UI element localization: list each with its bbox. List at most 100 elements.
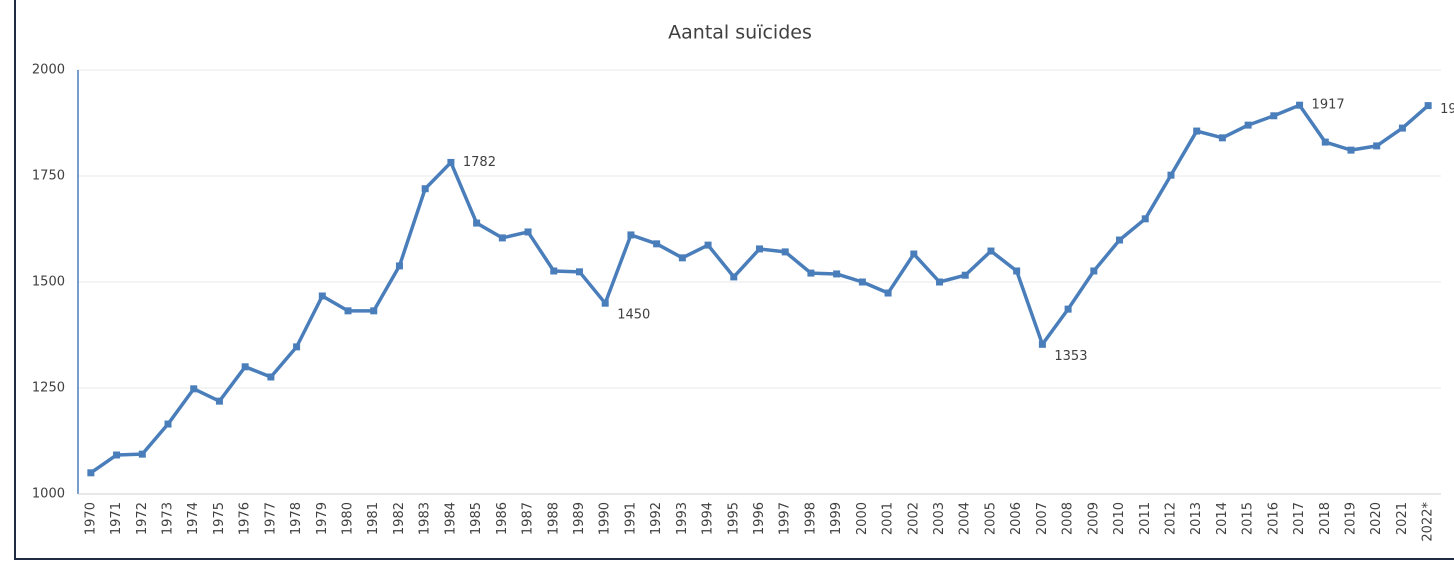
x-tick-label: 1985 xyxy=(469,502,484,535)
data-label: 1917 xyxy=(1312,98,1345,113)
y-tick-label: 1250 xyxy=(32,381,65,396)
marker xyxy=(215,397,223,405)
x-tick-label: 2015 xyxy=(1241,502,1256,535)
marker xyxy=(884,289,892,297)
x-tick-label: 2010 xyxy=(1112,502,1127,535)
marker xyxy=(1167,171,1175,179)
x-tick-label: 1998 xyxy=(803,502,818,535)
x-tick-label: 1972 xyxy=(135,502,150,535)
marker xyxy=(138,450,146,458)
x-tick-label: 1979 xyxy=(315,502,330,535)
marker xyxy=(936,278,944,286)
y-tick-label: 1000 xyxy=(32,487,65,502)
x-tick-label: 1973 xyxy=(161,502,176,535)
marker xyxy=(1193,127,1201,135)
marker xyxy=(910,250,918,258)
marker xyxy=(318,292,326,300)
marker xyxy=(1296,101,1304,109)
marker xyxy=(1141,215,1149,223)
marker xyxy=(87,469,95,477)
x-tick-label: 2017 xyxy=(1292,502,1307,535)
marker xyxy=(267,373,275,381)
marker xyxy=(370,307,378,315)
marker xyxy=(1373,142,1381,150)
marker xyxy=(781,248,789,256)
marker xyxy=(1116,236,1124,244)
marker xyxy=(1424,102,1432,110)
x-tick-label: 2005 xyxy=(983,502,998,535)
marker xyxy=(1321,138,1329,146)
marker xyxy=(807,269,815,277)
x-tick-label: 1977 xyxy=(263,502,278,535)
x-tick-label: 1970 xyxy=(83,502,98,535)
x-tick-label: 2004 xyxy=(958,502,973,535)
x-tick-label: 1989 xyxy=(572,502,587,535)
marker xyxy=(575,268,583,276)
x-tick-label: 1980 xyxy=(341,502,356,535)
x-tick-label: 1987 xyxy=(521,502,536,535)
x-tick-label: 1971 xyxy=(109,502,124,535)
x-tick-label: 1992 xyxy=(649,502,664,535)
data-label: 1353 xyxy=(1054,349,1087,364)
x-tick-label: 2000 xyxy=(855,502,870,535)
x-tick-label: 2019 xyxy=(1343,502,1358,535)
marker xyxy=(833,270,841,278)
x-tick-label: 1982 xyxy=(392,502,407,535)
marker xyxy=(858,278,866,286)
x-tick-label: 1978 xyxy=(289,502,304,535)
x-tick-label: 1986 xyxy=(495,502,510,535)
marker xyxy=(447,158,455,166)
x-tick-label: 2020 xyxy=(1369,502,1384,535)
marker xyxy=(113,451,121,459)
marker xyxy=(421,185,429,193)
marker xyxy=(756,245,763,253)
marker xyxy=(653,240,661,248)
x-tick-label: 2012 xyxy=(1163,502,1178,535)
data-label: 1782 xyxy=(463,155,496,170)
marker xyxy=(987,247,995,255)
x-tick-label: 1984 xyxy=(443,502,458,535)
x-tick-label: 2009 xyxy=(1086,502,1101,535)
x-tick-label: 1975 xyxy=(212,502,227,535)
marker xyxy=(1013,267,1021,275)
marker xyxy=(164,420,172,428)
x-tick-label: 2007 xyxy=(1035,502,1050,535)
x-tick-label: 2002 xyxy=(906,502,921,535)
x-tick-label: 2016 xyxy=(1266,502,1281,535)
x-tick-label: 1991 xyxy=(623,502,638,535)
marker xyxy=(1038,340,1046,348)
marker xyxy=(1244,121,1252,129)
marker xyxy=(678,254,686,262)
x-tick-label: 1976 xyxy=(238,502,253,535)
marker xyxy=(1218,134,1226,142)
marker xyxy=(1347,146,1355,154)
chart-title: Aantal suïcides xyxy=(668,22,812,44)
x-tick-label: 2014 xyxy=(1215,502,1230,535)
x-tick-label: 1996 xyxy=(752,502,767,535)
marker xyxy=(473,219,481,227)
x-tick-label: 1993 xyxy=(675,502,690,535)
x-tick-label: 1983 xyxy=(418,502,433,535)
marker xyxy=(190,385,198,393)
x-tick-label: 2013 xyxy=(1189,502,1204,535)
marker xyxy=(704,241,712,249)
x-tick-label: 2011 xyxy=(1138,502,1153,535)
x-tick-label: 1974 xyxy=(186,502,201,535)
x-tick-label: 2001 xyxy=(881,502,896,535)
x-tick-label: 2018 xyxy=(1318,502,1333,535)
x-tick-label: 1988 xyxy=(546,502,561,535)
x-tick-label: 1999 xyxy=(829,502,844,535)
marker xyxy=(395,262,403,270)
data-label: 1450 xyxy=(617,308,650,323)
marker xyxy=(293,343,301,351)
y-tick-label: 2000 xyxy=(32,63,65,78)
marker xyxy=(1398,124,1406,132)
x-tick-label: 1995 xyxy=(726,502,741,535)
marker xyxy=(627,231,635,239)
x-tick-label: 1990 xyxy=(598,502,613,535)
x-tick-label: 2006 xyxy=(1009,502,1024,535)
marker xyxy=(1064,305,1072,313)
x-tick-label: 2021 xyxy=(1395,502,1410,535)
